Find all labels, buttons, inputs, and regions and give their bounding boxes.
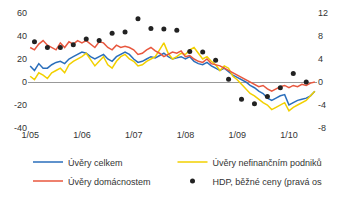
svg-text:Úvěry nefinančním podnikům: Úvěry nefinančním podnikům <box>213 158 323 168</box>
svg-text:40: 40 <box>17 31 27 41</box>
svg-text:12: 12 <box>318 8 328 18</box>
svg-text:0: 0 <box>318 77 323 87</box>
svg-text:1/06: 1/06 <box>73 130 91 140</box>
svg-text:20: 20 <box>17 54 27 64</box>
svg-text:HDP, běžné ceny (pravá osa): HDP, běžné ceny (pravá osa) <box>213 177 323 187</box>
svg-text:1/09: 1/09 <box>228 130 246 140</box>
svg-text:-4: -4 <box>318 100 326 110</box>
svg-text:4: 4 <box>318 54 323 64</box>
svg-text:-8: -8 <box>318 123 326 133</box>
svg-text:-20: -20 <box>14 100 27 110</box>
svg-text:1/08: 1/08 <box>177 130 195 140</box>
svg-text:Úvěry celkem: Úvěry celkem <box>68 158 123 168</box>
svg-text:8: 8 <box>318 31 323 41</box>
svg-text:0: 0 <box>22 77 27 87</box>
svg-text:1/10: 1/10 <box>280 130 298 140</box>
svg-text:60: 60 <box>17 8 27 18</box>
svg-text:1/05: 1/05 <box>21 130 39 140</box>
svg-text:1/07: 1/07 <box>125 130 143 140</box>
svg-text:Úvěry domácnostem: Úvěry domácnostem <box>68 177 151 187</box>
svg-text:-40: -40 <box>14 123 27 133</box>
